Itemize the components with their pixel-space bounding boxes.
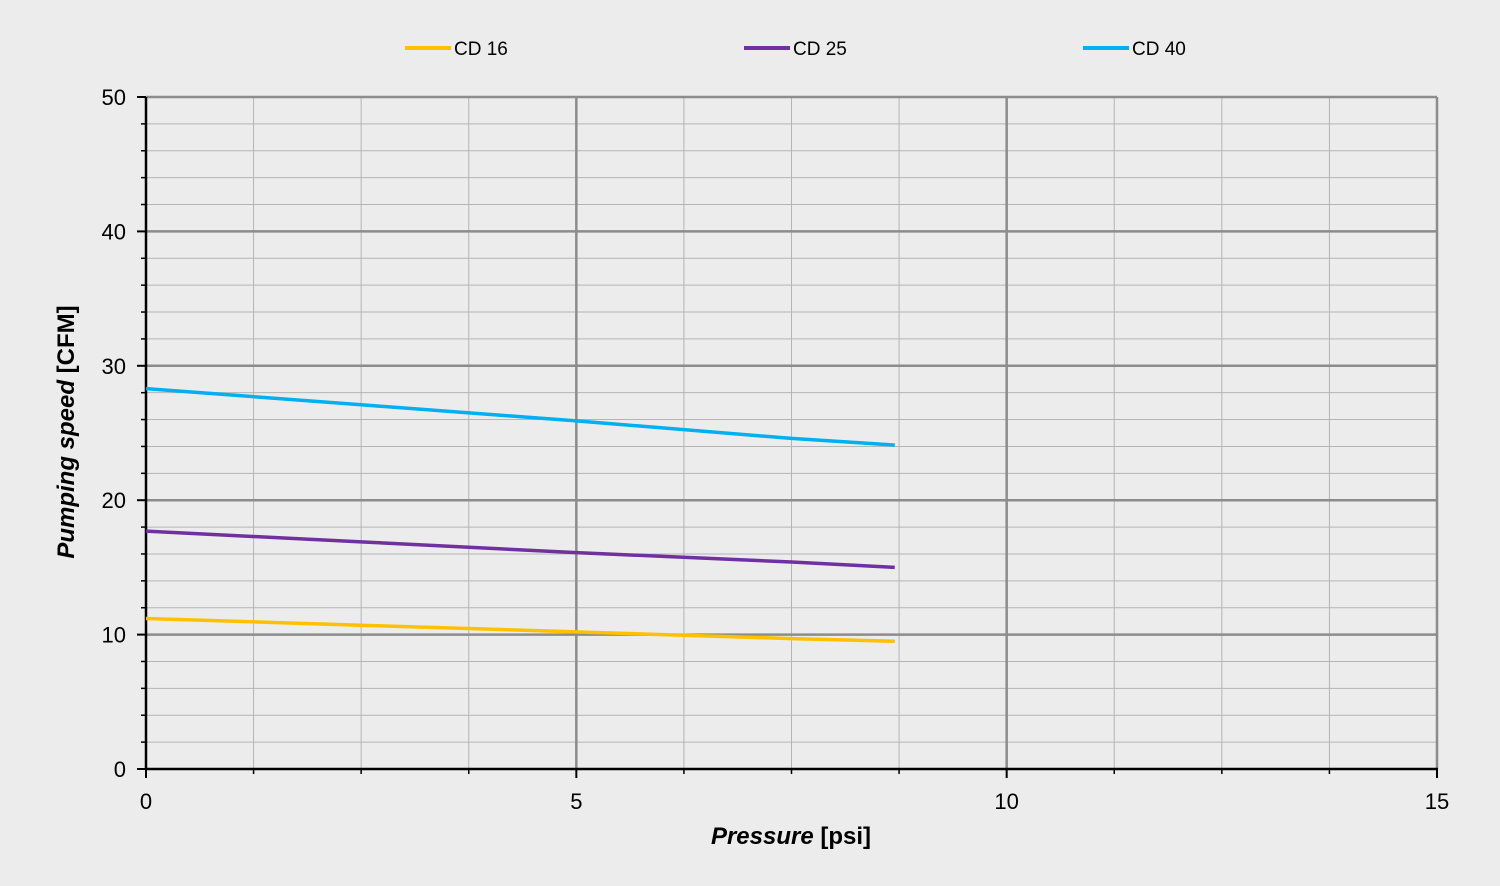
series-lines: [145, 386, 895, 644]
y-tick-label: 40: [102, 219, 126, 244]
x-tick-label: 5: [570, 789, 582, 814]
minor-gridlines: [146, 97, 1437, 769]
tick-marks: [137, 96, 1438, 778]
x-tick-label: 15: [1425, 789, 1449, 814]
y-tick-label: 0: [114, 757, 126, 782]
x-axis-title-name: Pressure: [711, 823, 814, 850]
series-line: [145, 386, 895, 447]
major-gridlines: [146, 95, 1439, 769]
y-axis-title-unit: [CFM]: [53, 305, 80, 380]
tick-labels: 0 10 20 30 40 50 0 5 10 15: [102, 85, 1450, 814]
y-tick-label: 50: [102, 85, 126, 110]
x-tick-label: 10: [994, 789, 1018, 814]
y-tick-label: 20: [102, 488, 126, 513]
x-tick-label: 0: [140, 789, 152, 814]
y-axis-title: Pumping speed [CFM]: [53, 305, 80, 558]
y-axis-title-name: Pumping speed: [53, 379, 80, 559]
legend-label: CD 40: [1132, 39, 1186, 60]
series-line: [145, 616, 895, 644]
legend: CD 16 CD 25 CD 40: [405, 39, 1186, 60]
y-tick-label: 10: [102, 623, 126, 648]
x-axis-title-unit: [psi]: [814, 823, 871, 850]
y-tick-label: 30: [102, 354, 126, 379]
legend-label: CD 16: [454, 39, 508, 60]
legend-label: CD 25: [793, 39, 847, 60]
series-line: [145, 529, 895, 570]
x-axis-title: Pressure [psi]: [711, 823, 871, 850]
